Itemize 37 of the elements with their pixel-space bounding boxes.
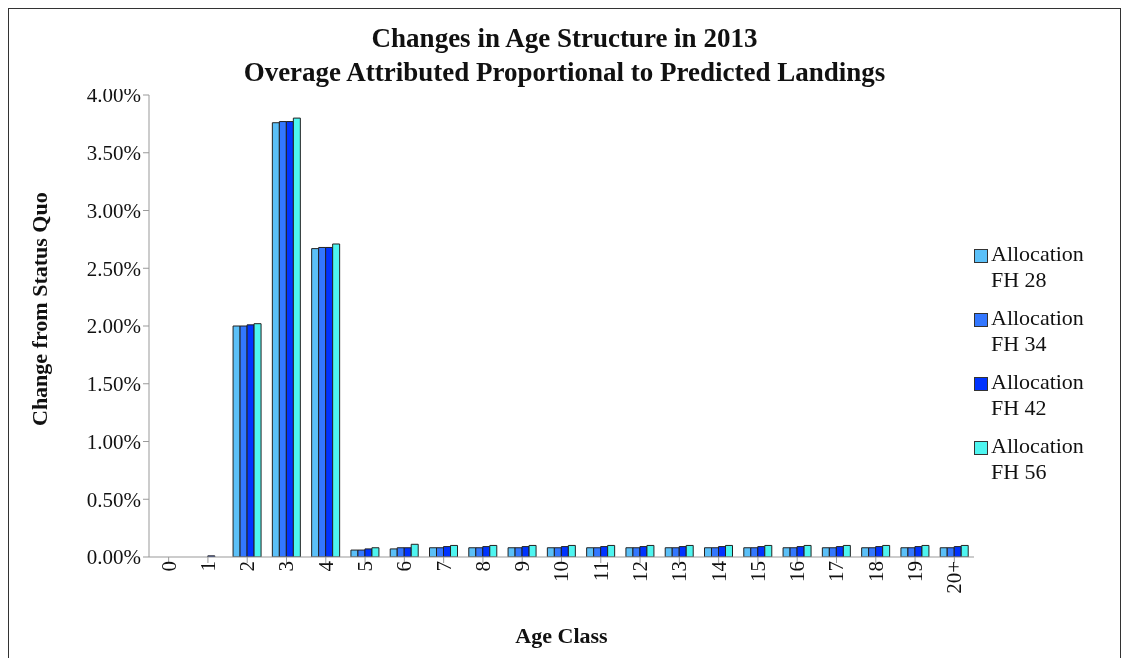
y-tick-label: 0.50% bbox=[86, 487, 141, 512]
y-tick-label: 0.00% bbox=[86, 545, 141, 570]
x-tick-label: 18 bbox=[863, 561, 888, 582]
x-tick-label: 20+ bbox=[942, 561, 967, 594]
chart-title: Changes in Age Structure in 2013 Overage Attributed Proportional to Predicted Landings bbox=[242, 22, 887, 87]
y-axis-title: Change from Status Quo bbox=[26, 192, 52, 426]
legend-label: Allocation FH 56 bbox=[991, 433, 1085, 485]
y-tick-label: 2.50% bbox=[86, 256, 141, 281]
x-tick-label: 2 bbox=[235, 561, 260, 572]
x-tick-label: 19 bbox=[902, 561, 927, 582]
x-axis-title: Age Class bbox=[515, 623, 609, 648]
legend-label: Allocation FH 28 bbox=[991, 241, 1085, 293]
x-tick-label: 10 bbox=[549, 561, 574, 582]
x-tick-label: 11 bbox=[588, 561, 613, 582]
x-tick-label: 15 bbox=[745, 561, 770, 582]
x-tick-label: 9 bbox=[510, 561, 535, 572]
y-tick-label: 1.50% bbox=[86, 372, 141, 397]
x-tick-label: 6 bbox=[392, 561, 417, 572]
y-tick-label: 3.50% bbox=[86, 141, 141, 166]
x-tick-label: 17 bbox=[824, 561, 849, 582]
x-tick-label: 7 bbox=[431, 561, 456, 572]
x-tick-label: 4 bbox=[313, 560, 338, 572]
x-tick-label: 8 bbox=[470, 561, 495, 572]
y-tick-label: 1.00% bbox=[86, 429, 141, 454]
y-tick-label: 2.00% bbox=[86, 314, 141, 339]
x-tick-label: 14 bbox=[706, 560, 731, 582]
x-tick-label: 12 bbox=[627, 561, 652, 582]
x-tick-label: 3 bbox=[274, 561, 299, 572]
legend-label: Allocation FH 42 bbox=[991, 369, 1085, 421]
legend-label: Allocation FH 34 bbox=[991, 305, 1085, 357]
x-tick-label: 13 bbox=[667, 561, 692, 582]
x-tick-label: 5 bbox=[352, 561, 377, 572]
x-tick-label: 0 bbox=[156, 561, 181, 572]
x-tick-label: 16 bbox=[785, 561, 810, 582]
y-tick-label: 4.00% bbox=[86, 83, 141, 108]
y-tick-label: 3.00% bbox=[86, 198, 141, 223]
x-tick-label: 1 bbox=[195, 561, 220, 572]
